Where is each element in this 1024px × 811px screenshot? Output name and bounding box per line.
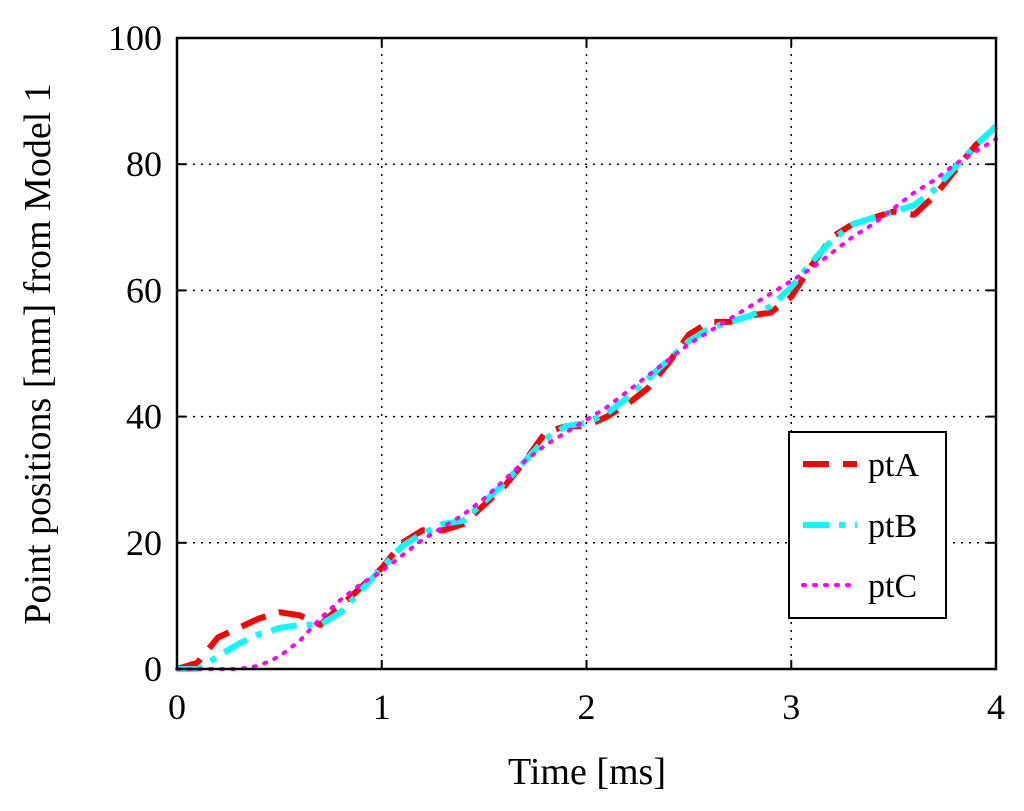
x-tick-label: 0 xyxy=(168,687,186,727)
legend-label-ptB: ptB xyxy=(868,508,917,545)
y-tick-label: 60 xyxy=(126,270,162,310)
legend: ptA ptB ptC xyxy=(788,431,947,619)
y-tick-label: 20 xyxy=(126,523,162,563)
legend-label-ptC: ptC xyxy=(868,568,917,605)
y-tick-label: 80 xyxy=(126,144,162,184)
grid-lines xyxy=(177,38,996,669)
x-tick-label: 1 xyxy=(373,687,391,727)
x-tick-label: 3 xyxy=(782,687,800,727)
legend-label-ptA: ptA xyxy=(868,447,919,484)
series-lines xyxy=(175,124,999,672)
y-tick-label: 100 xyxy=(108,18,162,58)
series-line-ptB xyxy=(177,124,999,672)
x-tick-label: 4 xyxy=(987,687,1005,727)
axis-ticks xyxy=(176,37,997,670)
x-axis-label: Time [ms] xyxy=(508,751,666,793)
y-tick-label: 0 xyxy=(144,649,162,689)
series-line-ptC xyxy=(175,137,998,671)
y-tick-label: 40 xyxy=(126,397,162,437)
y-axis-label: Point positions [mm] from Model 1 xyxy=(17,83,59,625)
x-tick-label: 2 xyxy=(578,687,596,727)
